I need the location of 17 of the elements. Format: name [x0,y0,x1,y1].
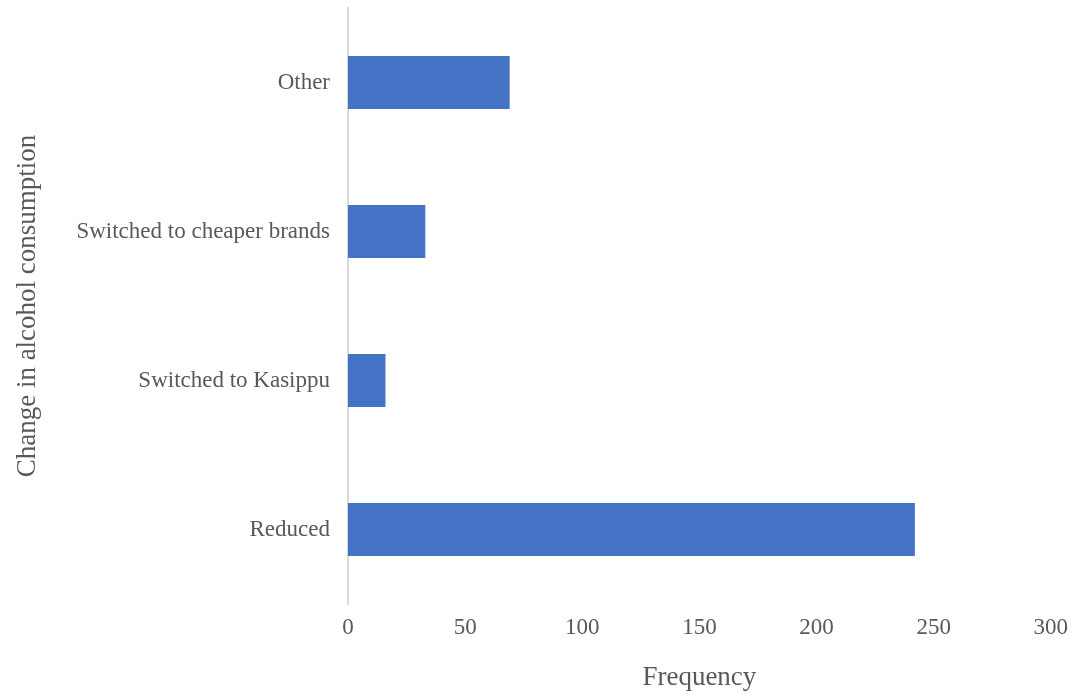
x-tick-label: 0 [342,613,354,639]
x-tick-label: 100 [565,613,600,639]
bar [348,503,915,556]
y-tick-label: Other [277,68,331,94]
y-tick-label: Switched to Kasippu [138,366,331,392]
bar [348,205,426,258]
x-axis-title: Frequency [642,660,757,691]
x-tick-label: 200 [799,613,834,639]
bar [348,56,510,109]
bar [348,354,386,407]
x-tick-label: 300 [1033,613,1068,639]
y-tick-label: Switched to cheaper brands [76,217,331,243]
y-tick-label: Reduced [249,515,331,541]
x-tick-label: 250 [916,613,951,639]
y-axis-title: Change in alcohol consumption [11,134,42,478]
x-tick-label: 150 [682,613,717,639]
x-tick-label: 50 [453,613,477,639]
